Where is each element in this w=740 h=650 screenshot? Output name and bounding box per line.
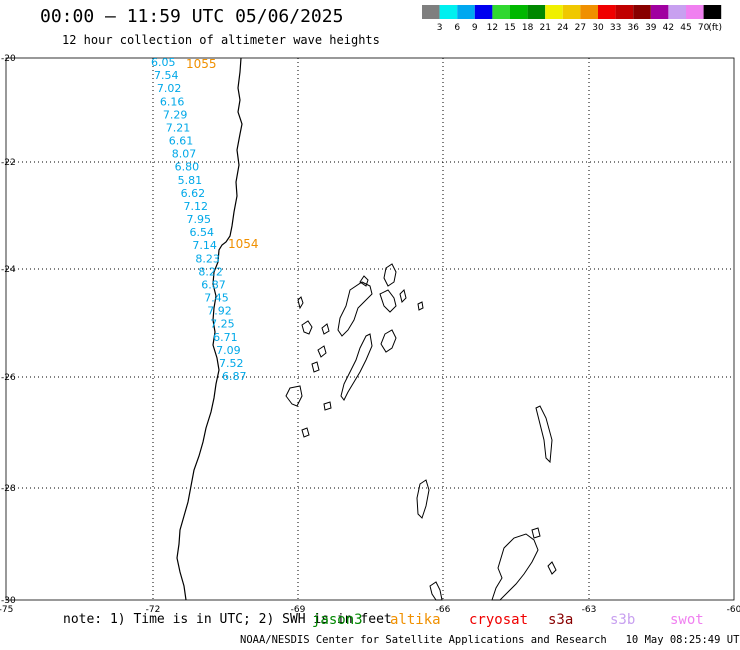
swh-label: 6.61 [169,135,194,148]
map-subtitle: 12 hour collection of altimeter wave hei… [62,33,380,47]
swh-label: 7.92 [207,305,232,318]
swh-label: 7.21 [166,121,191,134]
colorbar-label: 70 [698,23,710,33]
swh-label: 6.05 [151,56,176,69]
colorbar-swatch [598,5,616,19]
lon-tick-label: -63 [582,605,597,615]
swh-label: 7.52 [219,357,244,370]
lon-tick-label: -75 [0,605,13,615]
colorbar-swatch [492,5,510,19]
legend-sat-cryosat: cryosat [469,612,529,628]
lat-tick-label: -20 [1,54,16,64]
colorbar-label: 15 [504,23,515,33]
swh-label: 7.25 [210,318,235,331]
lat-tick-label: -28 [1,484,16,494]
colorbar-label: 21 [539,23,550,33]
graticule [6,58,734,600]
colorbar-label: 12 [487,23,498,33]
lon-tick-label: -66 [436,605,451,615]
colorbar-swatch [439,5,458,19]
colorbar-swatch [510,5,528,19]
colorbar-label: 45 [680,23,691,33]
swh-label: 6.71 [213,331,238,344]
swh-label: 6.87 [222,370,247,383]
colorbar-swatch [457,5,475,19]
colorbar-swatch [615,5,634,19]
lon-tick-label: -69 [291,605,306,615]
colorbar-swatch [422,5,440,19]
lat-tick-label: -30 [1,596,16,606]
colorbar-swatch [703,5,722,19]
lat-tick-label: -26 [1,373,16,383]
swh-label: 7.02 [157,82,182,95]
swh-label: 8.07 [172,148,197,161]
colorbar-label: (ft) [708,23,722,33]
altimeter-track: 6.057.547.026.167.297.216.618.076.805.81… [151,56,247,383]
island-group [285,263,557,601]
colorbar-label: 18 [522,23,534,33]
legend-sat-jason3: jason3 [312,612,363,628]
track-time-label: 1055 [186,57,217,71]
track-time-label: 1054 [228,237,259,251]
swh-label: 7.45 [204,292,229,305]
colorbar-label: 36 [627,23,639,33]
colorbar-swatch [580,5,598,19]
axis-tick-labels: -75 -72 -69 -66 -63 -60 -20 -22 -24 -26 -28 -30 [0,54,740,615]
legend-sat-s3a: s3a [548,612,574,628]
colorbar-label: 3 [437,23,443,33]
coastline-mainland [176,57,243,601]
swh-label: 5.81 [178,174,203,187]
colorbar-swatch [650,5,669,19]
colorbar-label: 42 [663,23,674,33]
swh-label: 8.23 [195,252,220,265]
colorbar-label: 33 [610,23,621,33]
units-note: note: 1) Time is in UTC; 2) SWH is in fe… [63,612,392,627]
colorbar-swatch [686,5,704,19]
colorbar-label: 30 [592,23,604,33]
legend-sat-swot: swot [670,612,704,628]
swh-label: 6.16 [160,95,185,108]
legend-sat-altika: altika [390,612,441,628]
colorbar-label: 6 [454,23,460,33]
colorbar-swatch [474,5,493,19]
swh-label: 7.95 [187,213,212,226]
colorbar-label: 9 [472,23,478,33]
legend-sat-s3b: s3b [610,612,636,628]
swh-label: 7.29 [163,108,188,121]
swh-label: 6.80 [175,161,200,174]
colorbar-label: 39 [645,23,657,33]
map-title: 00:00 – 11:59 UTC 05/06/2025 [40,6,344,27]
swh-label: 7.09 [216,344,241,357]
lat-tick-label: -24 [1,265,16,275]
swh-label: 7.54 [154,69,179,82]
colorbar-label: 27 [575,23,586,33]
colorbar-label: 24 [557,23,569,33]
footer-credit: NOAA/NESDIS Center for Satellite Applica… [240,634,740,646]
colorbar-swatch [633,5,651,19]
swh-label: 6.62 [181,187,206,200]
lon-tick-label: -72 [146,605,161,615]
colorbar-swatch [527,5,546,19]
track-time-labels: 1055 1054 [186,57,259,251]
wave-height-colorbar: 3 6 9 12 15 18 21 24 27 30 33 36 39 42 45 70 (ft) [422,5,722,33]
colorbar-swatch [545,5,563,19]
colorbar-swatch [562,5,581,19]
map-frame [5,57,735,601]
lon-tick-label: -60 [727,605,740,615]
swh-label: 7.14 [192,239,217,252]
swh-label: 8.22 [198,265,223,278]
swh-label: 6.87 [201,278,226,291]
lat-tick-label: -22 [1,158,16,168]
colorbar-swatch [668,5,686,19]
swh-label: 7.12 [184,200,209,213]
swh-label: 6.54 [189,226,214,239]
